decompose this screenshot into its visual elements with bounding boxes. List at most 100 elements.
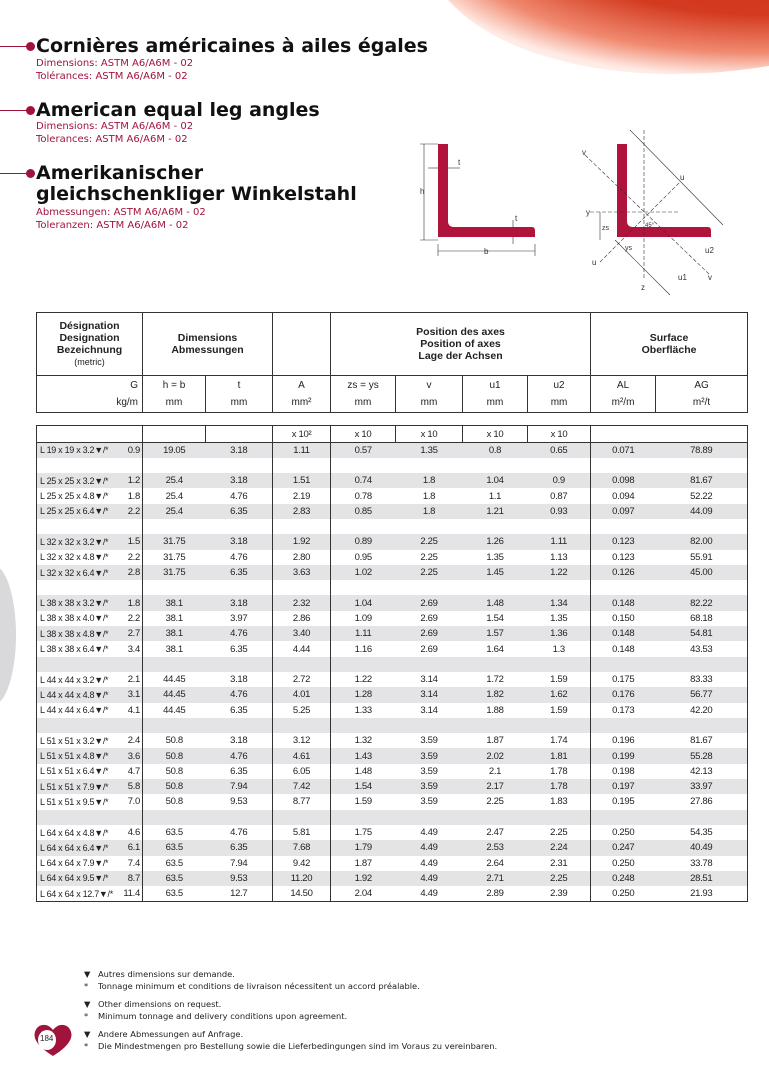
- cell-value: 0.148: [590, 595, 656, 611]
- cell-value: 1.11: [272, 442, 331, 458]
- column-symbol: t: [237, 380, 241, 391]
- cell-value: 0.87: [527, 488, 591, 504]
- cell-value: 31.75: [142, 564, 206, 581]
- cell-value: 0.150: [612, 612, 635, 624]
- table-row: L 32 x 32 x 6.4▼/* 2.8 31.75 6.35 3.63 1.02 2.…: [36, 564, 748, 581]
- cell-value: 42.20: [655, 702, 748, 718]
- cell-value: 2.4: [121, 733, 143, 749]
- header-text: Position des axes: [416, 326, 505, 338]
- cell-value: 0.57: [330, 442, 396, 458]
- cell-value: 0.89: [330, 534, 396, 550]
- cell-value: [121, 518, 143, 535]
- cell-value: 27.86: [655, 794, 748, 810]
- column-unit: mm: [354, 397, 372, 408]
- cell-value: 54.35: [655, 824, 748, 841]
- cell-value: [205, 809, 273, 825]
- cell-value: 1.59: [527, 671, 591, 688]
- cell-value: 3.97: [205, 610, 273, 627]
- label-u2: u2: [705, 246, 714, 255]
- cell-value: 1.11: [330, 626, 396, 642]
- cell-value: [331, 458, 396, 473]
- cell-value: [591, 458, 656, 473]
- label-v: v: [582, 148, 586, 157]
- footnote-text: Andere Abmessungen auf Anfrage.: [98, 1029, 244, 1039]
- cell-value: 1.34: [527, 595, 591, 611]
- dimension-lines: [599, 129, 724, 296]
- cell-designation: [36, 809, 122, 825]
- cell-value: 1.72: [486, 674, 504, 686]
- footnote-line: ▼ Andere Abmessungen auf Anfrage.: [84, 1028, 497, 1040]
- cell-designation: L 51 x 51 x 7.9▼/*: [36, 779, 122, 795]
- cell-value: 1.5: [121, 534, 143, 550]
- cell-value: 14.50: [272, 886, 331, 902]
- cell-value: 7.0: [121, 794, 143, 810]
- column-header: t mm: [204, 375, 274, 413]
- cell-value: 1.04: [330, 595, 396, 611]
- cell-value: 1.09: [354, 612, 373, 624]
- cell-value: 1.54: [330, 779, 396, 795]
- label-b: b: [484, 247, 489, 256]
- header-text: Oberfläche: [641, 344, 697, 356]
- cell-value: 1.62: [527, 687, 591, 703]
- cell-designation: L 64 x 64 x 7.9▼/*: [36, 855, 122, 871]
- cell-value: 33.78: [655, 855, 748, 871]
- cell-value: 43.53: [655, 641, 748, 657]
- cell-designation: L 38 x 38 x 6.4▼/*: [36, 641, 122, 657]
- cell-value: 0.071: [590, 442, 656, 458]
- cell-value: [142, 656, 206, 672]
- cell-designation: L 19 x 19 x 3.2▼/*: [36, 442, 122, 458]
- cell-value: 1.8: [121, 488, 143, 504]
- cell-value: 11.20: [272, 870, 331, 887]
- table-row: L 44 x 44 x 3.2▼/* 2.1 44.45 3.18 2.72 1.22 3.…: [36, 671, 748, 688]
- cell-designation: L 64 x 64 x 9.5▼/*: [36, 870, 122, 887]
- footnote-text: Minimum tonnage and delivery conditions …: [98, 1011, 348, 1021]
- cell-value: 0.248: [590, 870, 656, 887]
- table-row: L 38 x 38 x 3.2▼/* 1.8 38.1 3.18 2.32 1.04 2.6…: [36, 595, 748, 611]
- cell-value: [590, 809, 656, 825]
- cell-designation: L 25 x 25 x 4.8▼/*: [36, 488, 122, 504]
- table-row: L 51 x 51 x 7.9▼/* 5.8 50.8 7.94 7.42 1.54 3.5…: [36, 779, 748, 795]
- footnote-mark: ▼: [84, 969, 91, 979]
- cell-value: [142, 809, 206, 825]
- cell-value: [591, 580, 656, 595]
- cell-value: 25.4: [142, 473, 206, 489]
- cell-value: 4.76: [205, 824, 273, 841]
- cell-value: 31.75: [142, 534, 206, 550]
- cell-value: 9.53: [205, 870, 273, 887]
- cell-value: 2.83: [272, 503, 331, 519]
- cell-value: 2.17: [462, 779, 528, 795]
- cell-value: 1.26: [462, 534, 528, 550]
- cell-value: 3.18: [205, 473, 273, 489]
- cell-value: 0.148: [590, 626, 656, 642]
- column-symbol: G: [130, 380, 138, 391]
- cell-value: 8.7: [121, 870, 143, 887]
- cell-value: 2.86: [272, 610, 331, 627]
- cell-value: 1.35: [395, 442, 463, 458]
- footnote-text: Die Mindestmengen pro Bestellung sowie d…: [98, 1041, 498, 1051]
- cell-value: [205, 580, 273, 596]
- column-unit: mm: [550, 397, 568, 408]
- table-row: L 32 x 32 x 4.8▼/* 2.2 31.75 4.76 2.80 0.95 2.…: [36, 549, 748, 565]
- cell-designation: [36, 717, 122, 734]
- cell-value: 38.1: [142, 626, 206, 642]
- cell-value: 2.2: [121, 503, 143, 519]
- cell-value: 3.4: [121, 641, 143, 657]
- bullet-dot-icon: [26, 42, 35, 51]
- cell-value: 2.89: [462, 886, 528, 902]
- footnote-text: Other dimensions on request.: [98, 999, 222, 1009]
- cell-value: 1.79: [330, 840, 396, 856]
- cell-value: 2.25: [420, 551, 438, 563]
- cell-value: [121, 809, 143, 825]
- footnote-group: ▼ Autres dimensions sur demande. * Tonnage …: [84, 968, 420, 992]
- cell-value: 0.123: [590, 534, 656, 550]
- cell-value: [590, 717, 656, 734]
- cell-value: 2.39: [527, 886, 591, 902]
- cell-value: 4.44: [272, 641, 331, 657]
- cell-designation: L 25 x 25 x 3.2▼/*: [36, 473, 122, 489]
- cell-value: 54.81: [655, 626, 748, 642]
- cell-value: 0.250: [590, 886, 656, 902]
- cell-value: [590, 656, 656, 672]
- heading-sub: Abmessungen: ASTM A6/A6M - 02: [36, 207, 206, 218]
- table-row: L 38 x 38 x 4.8▼/* 2.7 38.1 4.76 3.40 1.11 2.6…: [36, 626, 748, 642]
